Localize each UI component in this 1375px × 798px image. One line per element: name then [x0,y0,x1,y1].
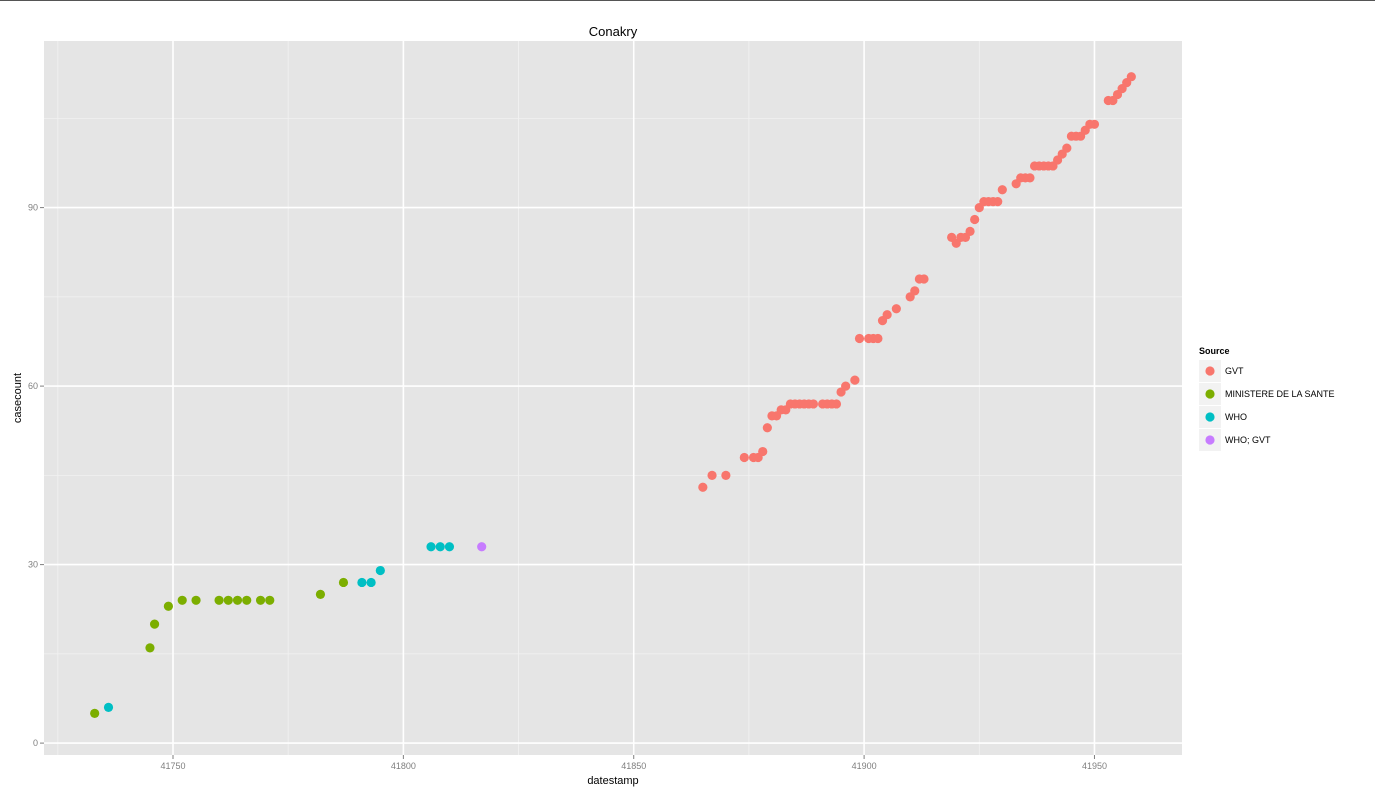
plot-panel [44,41,1182,755]
data-point-gvt [993,197,1003,207]
data-point-who [444,542,455,552]
data-point-gvt [841,381,851,391]
data-point-who [426,542,436,552]
data-point-gvt [1025,173,1035,183]
y-tick-label: 30 [28,560,38,570]
data-point-ministere-de-la-sante [265,595,275,605]
data-point-ministere-de-la-sante [145,643,155,653]
y-axis-title: casecount [12,373,24,423]
legend: Source GVT MINISTERE DE LA SANTE WHO WHO; G… [1199,346,1335,451]
data-point-gvt [707,470,717,480]
data-point-who [366,577,376,588]
x-axis-title: datestamp [587,775,638,787]
x-tick-label: 41950 [1082,761,1107,771]
data-point-ministere-de-la-sante [214,595,224,605]
data-point-gvt [1126,72,1136,82]
axis-ticks: 41750 41800 41850 41900 41950 0 30 60 90 [28,203,1107,771]
data-point-who [375,565,385,576]
data-point-who [357,577,367,588]
data-point-gvt [891,304,901,314]
data-point-gvt [910,286,920,296]
data-points [90,72,1136,718]
data-point-gvt [997,185,1007,195]
data-point-who [103,702,114,713]
data-point-gvt [758,446,768,457]
minor-grid [44,41,1182,755]
data-point-ministere-de-la-sante [338,577,349,588]
legend-label: GVT [1225,366,1244,376]
data-point-gvt [873,333,883,344]
data-point-ministere-de-la-sante [163,601,173,611]
data-point-ministere-de-la-sante [149,619,160,629]
legend-key-marker [1205,412,1215,422]
chart-title: Conakry [589,24,638,39]
data-point-gvt [739,452,749,463]
data-point-gvt [698,482,708,492]
y-tick-label: 0 [33,738,38,748]
legend-label: WHO [1225,412,1247,422]
data-point-who [435,542,445,552]
x-tick-label: 41750 [160,761,185,771]
legend-label: MINISTERE DE LA SANTE [1225,389,1335,399]
legend-key-marker [1205,366,1215,376]
y-tick-label: 90 [28,203,38,213]
data-point-gvt [831,399,842,409]
x-tick-label: 41850 [621,761,646,771]
major-grid [44,41,1182,755]
data-point-gvt [882,310,892,320]
data-point-gvt [721,470,731,480]
legend-title: Source [1199,346,1230,356]
data-point-ministere-de-la-sante [315,589,326,599]
window-top-border [0,0,1375,1]
data-point-gvt [850,375,860,385]
data-point-who-gvt [477,542,487,552]
data-point-gvt [762,423,772,433]
legend-label: WHO; GVT [1225,435,1271,445]
data-point-ministere-de-la-sante [191,595,201,605]
data-point-ministere-de-la-sante [232,595,243,605]
data-point-gvt [965,226,975,236]
data-point-ministere-de-la-sante [242,595,252,605]
data-point-gvt [1062,143,1072,153]
data-point-gvt [808,399,819,409]
legend-key-marker [1205,389,1215,399]
data-point-gvt [854,333,865,344]
data-point-ministere-de-la-sante [90,708,100,718]
data-point-gvt [919,274,929,284]
x-tick-label: 41900 [852,761,877,771]
data-point-gvt [1089,119,1100,129]
legend-key-marker [1205,435,1215,445]
data-point-ministere-de-la-sante [223,595,233,605]
data-point-gvt [970,214,980,225]
x-tick-label: 41800 [391,761,416,771]
legend-items: GVT MINISTERE DE LA SANTE WHO WHO; GVT [1199,360,1335,451]
data-point-ministere-de-la-sante [177,595,187,605]
y-tick-label: 60 [28,381,38,391]
data-point-ministere-de-la-sante [255,595,266,605]
